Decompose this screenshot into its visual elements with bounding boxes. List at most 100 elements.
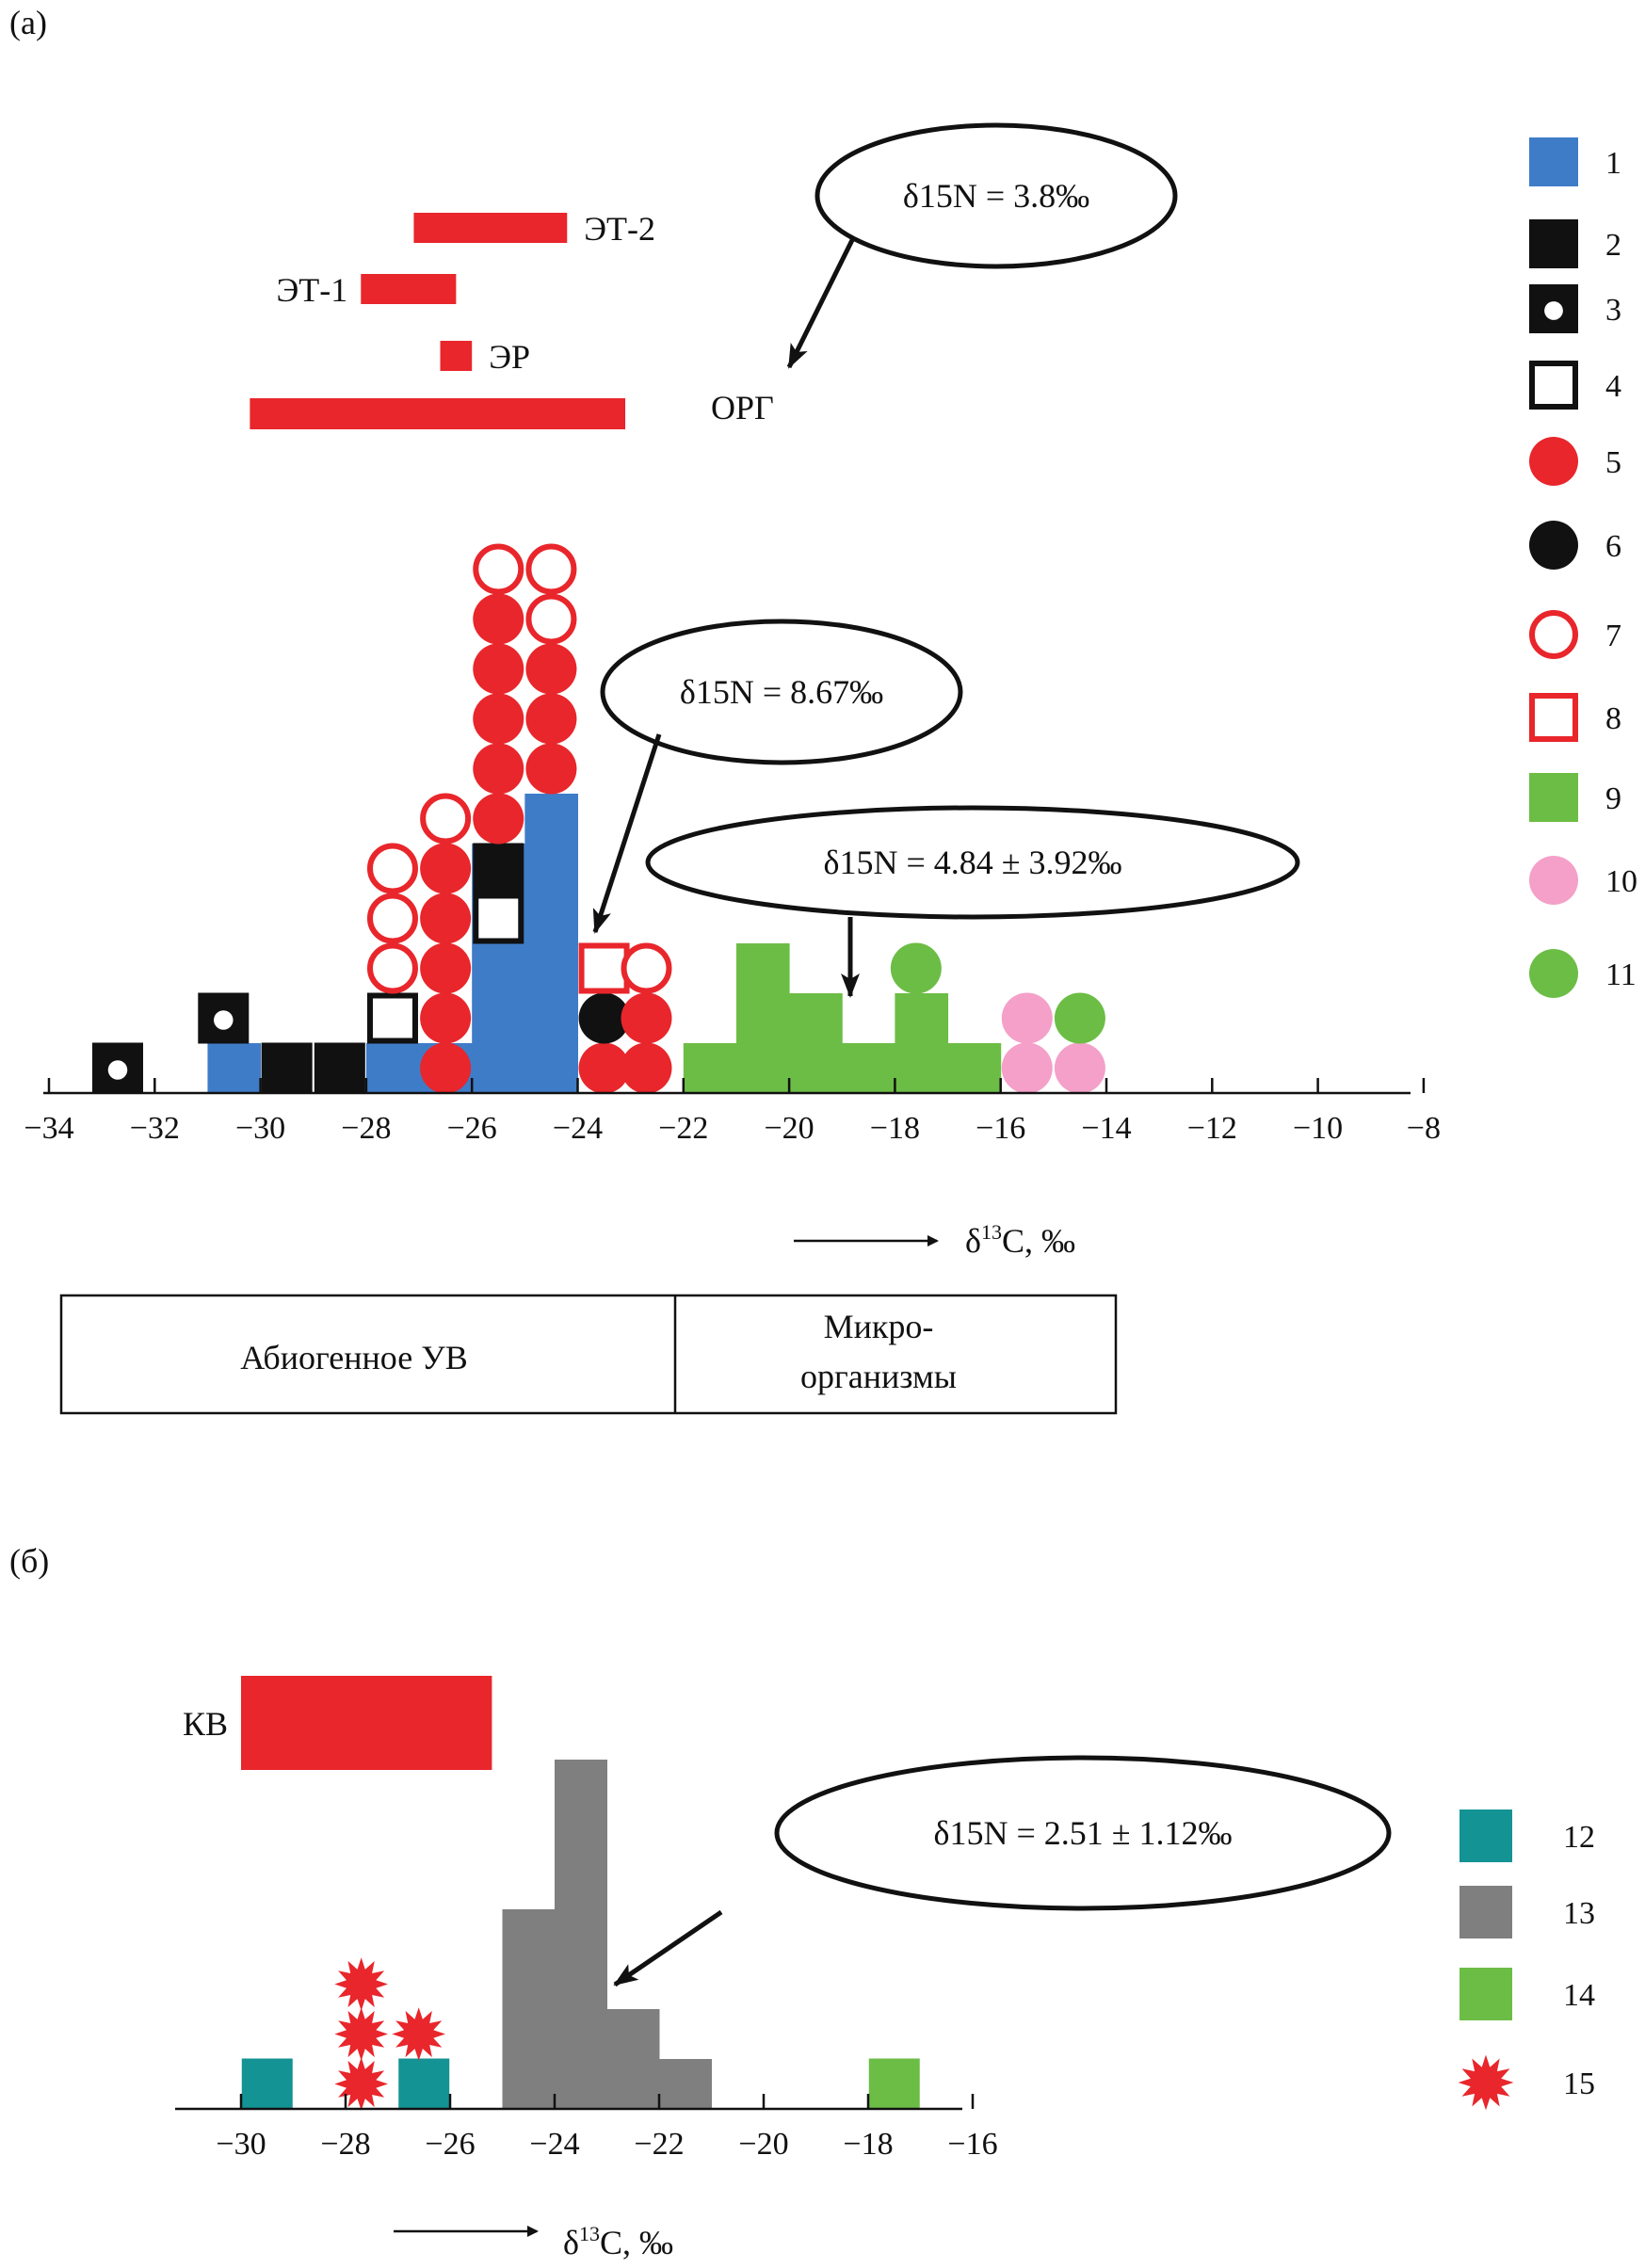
legend-symbol-12 bbox=[1460, 1810, 1512, 1862]
marker-5-12 bbox=[420, 843, 472, 894]
marker-11-37 bbox=[1054, 992, 1105, 1044]
annotation-ellipse-3: δ15N = 4.84 ± 3.92‰ bbox=[645, 805, 1300, 998]
x-tick-label: −26 bbox=[447, 1111, 497, 1146]
marker-4-14 bbox=[473, 893, 524, 944]
legend-symbol-4 bbox=[1529, 361, 1578, 410]
marker-7-5 bbox=[366, 942, 418, 994]
legend-label-4: 4 bbox=[1605, 369, 1621, 404]
legend-symbol-6 bbox=[1529, 521, 1578, 570]
marker-15-6 bbox=[392, 2007, 445, 2061]
annotation-ellipse-1: δ15N = 3.8‰ bbox=[786, 122, 1178, 369]
hist-bar-9-1 bbox=[735, 943, 790, 1093]
marker-8-29 bbox=[578, 942, 630, 994]
marker-2-3 bbox=[314, 1042, 365, 1094]
legend-symbol-9 bbox=[1529, 773, 1578, 822]
marker-5-22 bbox=[525, 743, 577, 795]
marker-15-3 bbox=[334, 2057, 388, 2111]
marker-7-26 bbox=[525, 543, 577, 595]
marker-5-27 bbox=[578, 1042, 630, 1094]
marker-12-1 bbox=[398, 2058, 450, 2110]
panel-a-label: (а) bbox=[9, 4, 47, 41]
x-tick-label: −34 bbox=[24, 1111, 73, 1146]
x-tick-label: −32 bbox=[130, 1111, 180, 1146]
legend-symbol-8 bbox=[1529, 693, 1578, 742]
marker-5-20 bbox=[473, 593, 524, 645]
legend-label-3: 3 bbox=[1605, 293, 1621, 328]
marker-5-11 bbox=[420, 893, 472, 944]
marker-10-34 bbox=[1001, 1042, 1053, 1094]
panel-a-legend: 1 2 3 4 5 6 7 8 9 10 11 bbox=[1529, 137, 1637, 998]
x-tick-label: −14 bbox=[1081, 1111, 1131, 1146]
legend-symbol-7 bbox=[1529, 610, 1578, 659]
x-tick-label: −12 bbox=[1187, 1111, 1237, 1146]
x-tick-label: −28 bbox=[320, 2127, 370, 2162]
legend-label-1: 1 bbox=[1605, 146, 1621, 181]
marker-5-30 bbox=[621, 1042, 672, 1094]
legend-label-7: 7 bbox=[1605, 619, 1621, 653]
point-label-org: ОРГ bbox=[711, 389, 774, 426]
annotation-ellipse-2: δ15N = 8.67‰ bbox=[592, 619, 963, 934]
panel-a-x-axis: −34 −32 −30 −28 −26 −24 −22 −20 −18 −16 −14 −12 −10 −… bbox=[24, 1078, 1441, 1146]
hist-bar-13-2 bbox=[606, 2009, 660, 2109]
legend-label-13: 13 bbox=[1563, 1896, 1595, 1931]
x-tick-label: −8 bbox=[1407, 1111, 1441, 1146]
marker-4-4 bbox=[366, 992, 418, 1044]
marker-3-0 bbox=[91, 1042, 143, 1094]
x-tick-label: −24 bbox=[529, 2127, 579, 2162]
range-bar-3 bbox=[250, 398, 626, 429]
x-tick-label: −20 bbox=[765, 1111, 814, 1146]
annotation-text-2: δ15N = 8.67‰ bbox=[680, 673, 883, 711]
hist-bar-9-4 bbox=[895, 993, 949, 1093]
range-bar-label-0: ЭТ-2 bbox=[584, 210, 655, 248]
range-bar-0 bbox=[241, 1676, 492, 1770]
marker-5-9 bbox=[420, 992, 472, 1044]
marker-11-33 bbox=[890, 942, 942, 994]
x-tick-label: −22 bbox=[634, 2127, 684, 2162]
legend-symbol-15 bbox=[1458, 2054, 1514, 2111]
panel-b-x-axis-title: δ13C, ‰ bbox=[394, 2222, 673, 2261]
panel-b-legend: 12 13 14 15 bbox=[1458, 1810, 1595, 2111]
panel-a-range-bars: ЭТ-2 ЭТ-1 ЭР bbox=[250, 210, 655, 429]
marker-10-36 bbox=[1054, 1042, 1105, 1094]
range-bar-2 bbox=[440, 341, 473, 371]
hist-bar-9-2 bbox=[789, 993, 843, 1093]
panel-b-x-axis-label: δ13C, ‰ bbox=[563, 2222, 673, 2261]
x-tick-label: −30 bbox=[216, 2127, 266, 2162]
marker-15-5 bbox=[334, 1957, 388, 2011]
x-tick-label: −30 bbox=[235, 1111, 285, 1146]
hist-bar-1-1 bbox=[365, 1043, 420, 1093]
panel-b-x-axis: −30 −28 −26 −24 −22 −20 −18 −16 bbox=[175, 2094, 998, 2162]
legend-label-14: 14 bbox=[1563, 1978, 1595, 2013]
x-tick-label: −28 bbox=[341, 1111, 391, 1146]
range-bar-1 bbox=[361, 274, 457, 304]
hist-bar-1-4 bbox=[524, 794, 578, 1093]
panel-a-markers bbox=[91, 543, 1105, 1094]
x-tick-label: −16 bbox=[976, 1111, 1025, 1146]
marker-10-35 bbox=[1001, 992, 1053, 1044]
legend-symbol-2 bbox=[1529, 219, 1578, 268]
panel-a-x-axis-title: δ13C, ‰ bbox=[794, 1220, 1075, 1260]
marker-15-4 bbox=[334, 2007, 388, 2061]
hist-bar-13-0 bbox=[502, 1909, 556, 2109]
marker-14-2 bbox=[868, 2058, 920, 2110]
legend-symbol-1 bbox=[1529, 137, 1578, 186]
legend-label-9: 9 bbox=[1605, 781, 1621, 816]
range-bar-label-0: КВ bbox=[183, 1705, 228, 1743]
legend-label-12: 12 bbox=[1563, 1820, 1595, 1855]
range-bar-label-1: ЭТ-1 bbox=[277, 271, 348, 309]
range-bar-0 bbox=[413, 213, 568, 243]
marker-5-24 bbox=[525, 643, 577, 695]
panel-b-markers bbox=[241, 1957, 920, 2111]
zone-micro-1: Микро- bbox=[824, 1308, 934, 1345]
legend-label-2: 2 bbox=[1605, 228, 1621, 263]
legend-symbol-14 bbox=[1460, 1968, 1512, 2020]
hist-bar-9-0 bbox=[683, 1043, 737, 1093]
hist-bar-9-3 bbox=[842, 1043, 895, 1093]
legend-symbol-13 bbox=[1460, 1886, 1512, 1938]
marker-7-32 bbox=[621, 942, 672, 994]
hist-bar-13-3 bbox=[659, 2059, 712, 2109]
panel-b-label: (б) bbox=[9, 1542, 49, 1580]
x-tick-label: −20 bbox=[738, 2127, 788, 2162]
x-tick-label: −26 bbox=[425, 2127, 475, 2162]
legend-symbol-5 bbox=[1529, 437, 1578, 486]
